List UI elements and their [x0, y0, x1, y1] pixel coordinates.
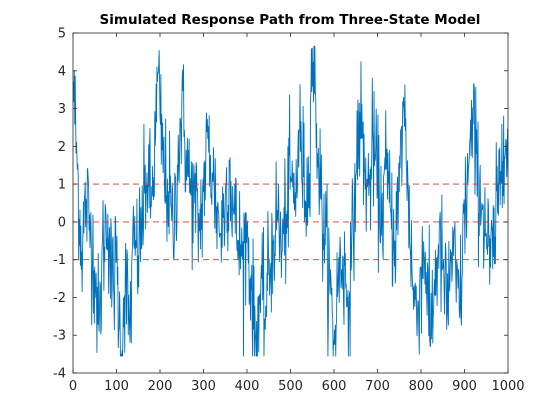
x-tick-label-2: 200: [148, 379, 173, 394]
chart-title: Simulated Response Path from Three-State…: [100, 12, 481, 28]
y-tick-label-6: 2: [58, 140, 66, 155]
y-tick-label-0: -4: [53, 367, 66, 382]
x-tick-label-6: 600: [322, 379, 347, 394]
y-tick-label-1: -3: [53, 329, 66, 344]
axes: 0 100 200 300 400 500 600 700 800 900 1000 -4 -3 -2 -1…: [53, 27, 525, 395]
x-tick-label-9: 900: [452, 379, 477, 394]
x-tick-label-8: 800: [409, 379, 434, 394]
y-tick-label-4: 0: [58, 215, 66, 230]
x-tick-label-10: 1000: [491, 379, 524, 394]
plot-area: [73, 33, 508, 373]
x-tick-label-3: 300: [191, 379, 216, 394]
series-line-0: [73, 45, 508, 357]
y-tick-label-8: 4: [58, 64, 66, 79]
x-tick-label-4: 400: [235, 379, 260, 394]
x-tick-label-1: 100: [104, 379, 129, 394]
y-tick-label-3: -1: [53, 253, 66, 268]
y-tick-label-5: 1: [58, 178, 66, 193]
axes-background: [73, 33, 508, 373]
x-tick-label-7: 700: [365, 379, 390, 394]
y-tick-label-9: 5: [58, 27, 66, 42]
x-tick-label-5: 500: [278, 379, 303, 394]
y-tick-label-7: 3: [58, 102, 66, 117]
x-tick-label-0: 0: [69, 379, 77, 394]
y-tick-label-2: -2: [53, 291, 66, 306]
